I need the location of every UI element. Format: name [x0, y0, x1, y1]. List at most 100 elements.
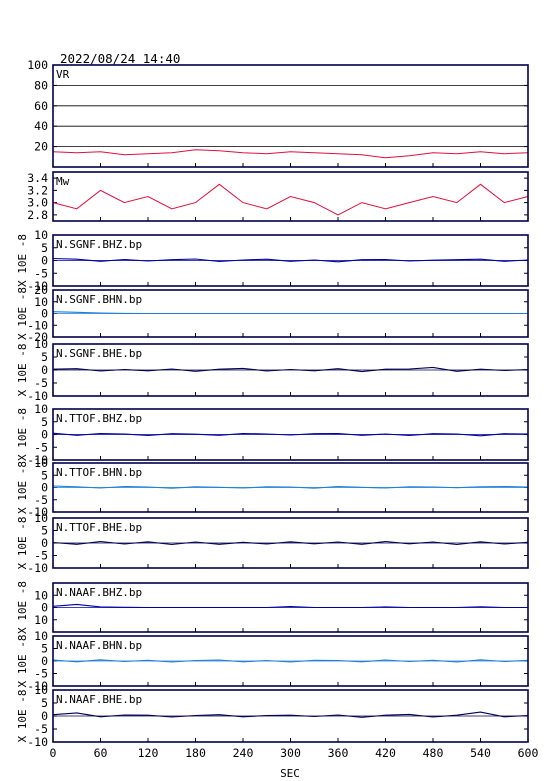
panel-mw: 3.43.23.02.8 Mw	[27, 171, 529, 222]
x-tick-label: 180	[185, 746, 206, 760]
y-tick-label: 10	[34, 295, 48, 309]
y-tick-label: 0	[41, 254, 48, 268]
panel-label: N.TTOF.BHE.bp	[56, 521, 142, 534]
y-tick-label: 20	[34, 140, 48, 154]
x-axis: 0 60 120 180 240 300 360 420 480 540 600	[50, 746, 539, 760]
y-tick-label: 0	[41, 536, 48, 550]
panel-label: N.NAAF.BHE.bp	[56, 693, 142, 706]
y-tick-label: 5	[41, 524, 48, 538]
y-tick-label: 10	[34, 613, 48, 627]
x-tick-label: 120	[138, 746, 159, 760]
series-line-ttof-bhe	[52, 540, 529, 546]
y-tick-label: -10	[27, 318, 48, 332]
y-tick-label: 2.8	[27, 208, 48, 222]
x-tick-label: 60	[94, 746, 108, 760]
series-line-naaf-bhe	[52, 711, 529, 718]
y-tick-label: -5	[34, 722, 48, 736]
y-tick-label: -5	[34, 493, 48, 507]
y-unit-label: X 10E -8	[16, 517, 29, 570]
panel-label: N.NAAF.BHZ.bp	[56, 586, 142, 599]
y-tick-label: 10	[34, 511, 48, 525]
y-tick-label: 10	[34, 402, 48, 416]
panel-label: Mw	[56, 175, 70, 188]
series-line-sgnf-bhe	[52, 366, 529, 373]
series-line-sgnf-bhz	[52, 257, 529, 263]
x-tick-label: 240	[233, 746, 254, 760]
y-tick-label: -5	[34, 549, 48, 563]
y-tick-label: 5	[41, 642, 48, 656]
panel-label: N.TTOF.BHN.bp	[56, 466, 142, 479]
series-line-vr	[52, 149, 529, 159]
x-tick-label: 480	[423, 746, 444, 760]
y-tick-label: 10	[34, 228, 48, 242]
panel-label: VR	[56, 68, 70, 81]
y-tick-label: -10	[27, 679, 48, 693]
series-line-ttof-bhz	[52, 432, 529, 437]
y-tick-label: 60	[34, 99, 48, 113]
y-tick-label: 0	[41, 307, 48, 321]
y-tick-label: 3.0	[27, 196, 48, 210]
y-tick-label: -5	[34, 440, 48, 454]
y-tick-label: 100	[27, 58, 48, 72]
y-tick-label: 80	[34, 78, 48, 92]
y-tick-label: 10	[34, 588, 48, 602]
timestamp-label: 2022/08/24 14:40	[60, 51, 180, 66]
y-tick-label: -10	[27, 561, 48, 575]
y-tick-label: -10	[27, 735, 48, 749]
y-tick-label: 5	[41, 350, 48, 364]
y-unit-label: X 10E -8	[16, 581, 29, 634]
x-axis-label: SEC	[280, 767, 300, 780]
y-tick-label: 20	[34, 283, 48, 297]
panel-label: N.SGNF.BHN.bp	[56, 293, 142, 306]
y-tick-label: 10	[34, 683, 48, 697]
panel-label: N.SGNF.BHZ.bp	[56, 238, 142, 251]
x-tick-label: 600	[518, 746, 539, 760]
y-tick-label: 0	[41, 601, 48, 615]
y-tick-label: 0	[41, 428, 48, 442]
y-tick-label: 0	[41, 709, 48, 723]
x-tick-label: 360	[328, 746, 349, 760]
panel-stack: 10080604020VR3.43.23.02.8Mw1050-5-10N.SG…	[27, 58, 529, 749]
y-unit-label: X 10E -8	[16, 690, 29, 743]
y-unit-label: X 10E -8	[16, 461, 29, 514]
panel-vr: 100 80 60 40 20 VR	[27, 58, 529, 168]
series-line-naaf-bhn	[52, 659, 529, 663]
y-tick-label: -5	[34, 376, 48, 390]
y-unit-label: X 10E -8	[16, 234, 29, 287]
panel-label: N.SGNF.BHE.bp	[56, 347, 142, 360]
y-tick-label: 5	[41, 415, 48, 429]
series-line-naaf-bhz	[52, 603, 528, 609]
x-tick-label: 420	[375, 746, 396, 760]
series-line-mw	[52, 183, 529, 216]
y-tick-label: -10	[27, 505, 48, 519]
y-tick-label: -10	[27, 453, 48, 467]
y-tick-label: -20	[27, 330, 48, 344]
y-tick-label: -5	[34, 667, 48, 681]
x-tick-label: 0	[50, 746, 57, 760]
series-line-ttof-bhn	[52, 485, 529, 489]
panel-label: N.NAAF.BHN.bp	[56, 639, 142, 652]
y-tick-label: 0	[41, 481, 48, 495]
y-tick-label: 3.4	[27, 171, 48, 185]
y-tick-label: -10	[27, 389, 48, 403]
y-tick-label: 10	[34, 629, 48, 643]
y-tick-label: 5	[41, 241, 48, 255]
y-unit-label: X 10E -8	[16, 287, 29, 340]
y-tick-label: 5	[41, 468, 48, 482]
y-tick-label: 40	[34, 119, 48, 133]
y-tick-label: 0	[41, 363, 48, 377]
y-tick-label: 0	[41, 654, 48, 668]
y-tick-label: 10	[34, 337, 48, 351]
y-unit-labels: X 10E -8X 10E -8X 10E -8X 10E -8X 10E -8…	[16, 234, 29, 742]
y-unit-label: X 10E -8	[16, 635, 29, 688]
y-unit-label: X 10E -8	[16, 408, 29, 461]
y-tick-label: -5	[34, 266, 48, 280]
panel-label: N.TTOF.BHZ.bp	[56, 412, 142, 425]
y-unit-label: X 10E -8	[16, 344, 29, 397]
